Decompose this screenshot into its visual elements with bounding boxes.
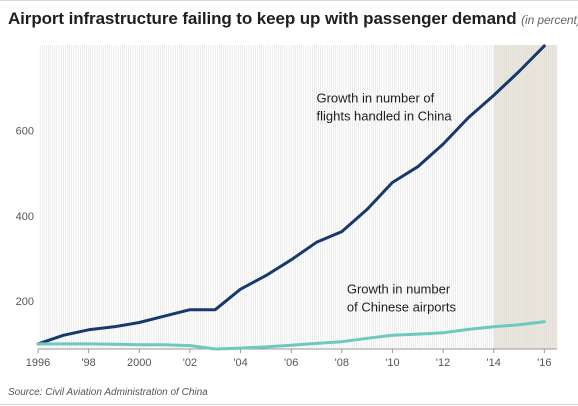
airports-annotation: Growth in number of Chinese airports [347,281,457,314]
chart-source: Source: Civil Aviation Administration of… [8,387,208,398]
x-tick-label: 1996 [26,357,50,369]
x-tick-label: '98 [81,357,95,369]
x-tick-label: '10 [385,357,399,369]
annotation-line: flights handled in China [316,109,452,124]
y-axis-ticks: 200 400 600 [16,125,34,308]
x-tick-label: '08 [335,357,349,369]
x-tick-label: '14 [487,357,501,369]
y-tick-label: 400 [16,211,34,223]
vertical-gridlines [39,45,558,349]
y-tick-label: 200 [16,296,34,308]
series-annotations: Growth in number of flights handled in Ch… [316,91,456,315]
annotation-line: Growth in number [347,281,451,296]
series-lines [36,44,546,351]
flights-annotation: Growth in number of flights handled in Ch… [316,91,452,124]
x-axis-ticks: 1996 '98 2000 '02 '04 '06 '08 '10 '12 '14 '16 [26,349,552,369]
x-tick-label: '02 [183,357,197,369]
airports-growth-line [36,320,546,351]
chart-title-unit-note: (in percent) [521,13,578,27]
flights-growth-line [36,44,546,346]
annotation-line: Growth in number of [316,91,434,106]
x-tick-label: '04 [233,357,247,369]
chart-title-main: Airport infrastructure failing to keep u… [8,9,517,28]
x-tick-label: '12 [436,357,450,369]
annotation-line: of Chinese airports [347,299,457,314]
y-tick-label: 600 [16,125,34,137]
x-tick-label: 2000 [127,357,151,369]
x-tick-label: '16 [537,357,551,369]
x-tick-label: '06 [284,357,298,369]
chart-title: Airport infrastructure failing to keep u… [8,9,578,29]
